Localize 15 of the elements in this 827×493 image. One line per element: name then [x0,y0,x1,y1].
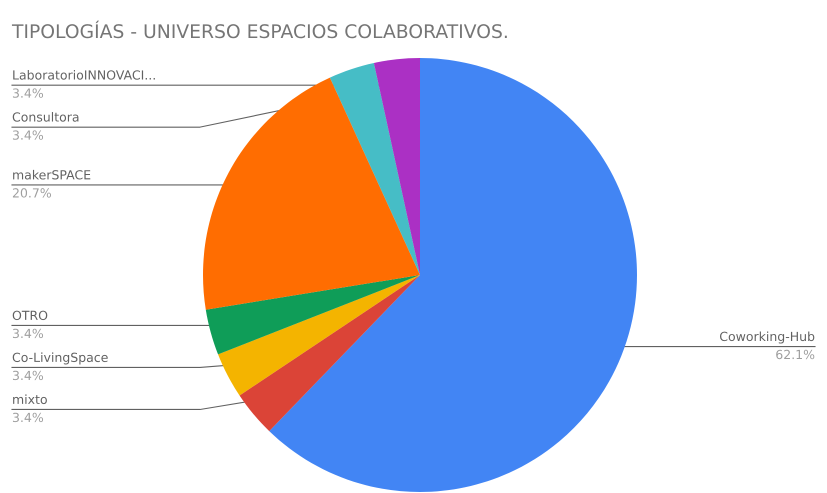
data-label: 62.1% [776,350,814,360]
slice-label: Co-LivingSpace [12,352,108,364]
data-label: 20.7% [12,188,52,198]
data-label: 3.4% [12,370,44,380]
data-label: 3.4% [12,88,44,98]
slice-label: OTRO [12,310,48,320]
slice-label: LaboratorioINNOVACI... [13,70,155,80]
slice-label: Consultora [12,112,78,122]
data-label: 3.4% [12,412,44,422]
slice-label: Coworking-Hub [720,331,814,344]
chart-title: TIPOLOGÍAS - UNIVERSO ESPACIOS COLABORATIVOS. [12,20,507,38]
slice-label: mixto [13,394,47,404]
slice-label: makerSPACE [13,170,90,180]
data-label: 3.4% [12,328,44,338]
data-label: 3.4% [12,130,44,140]
